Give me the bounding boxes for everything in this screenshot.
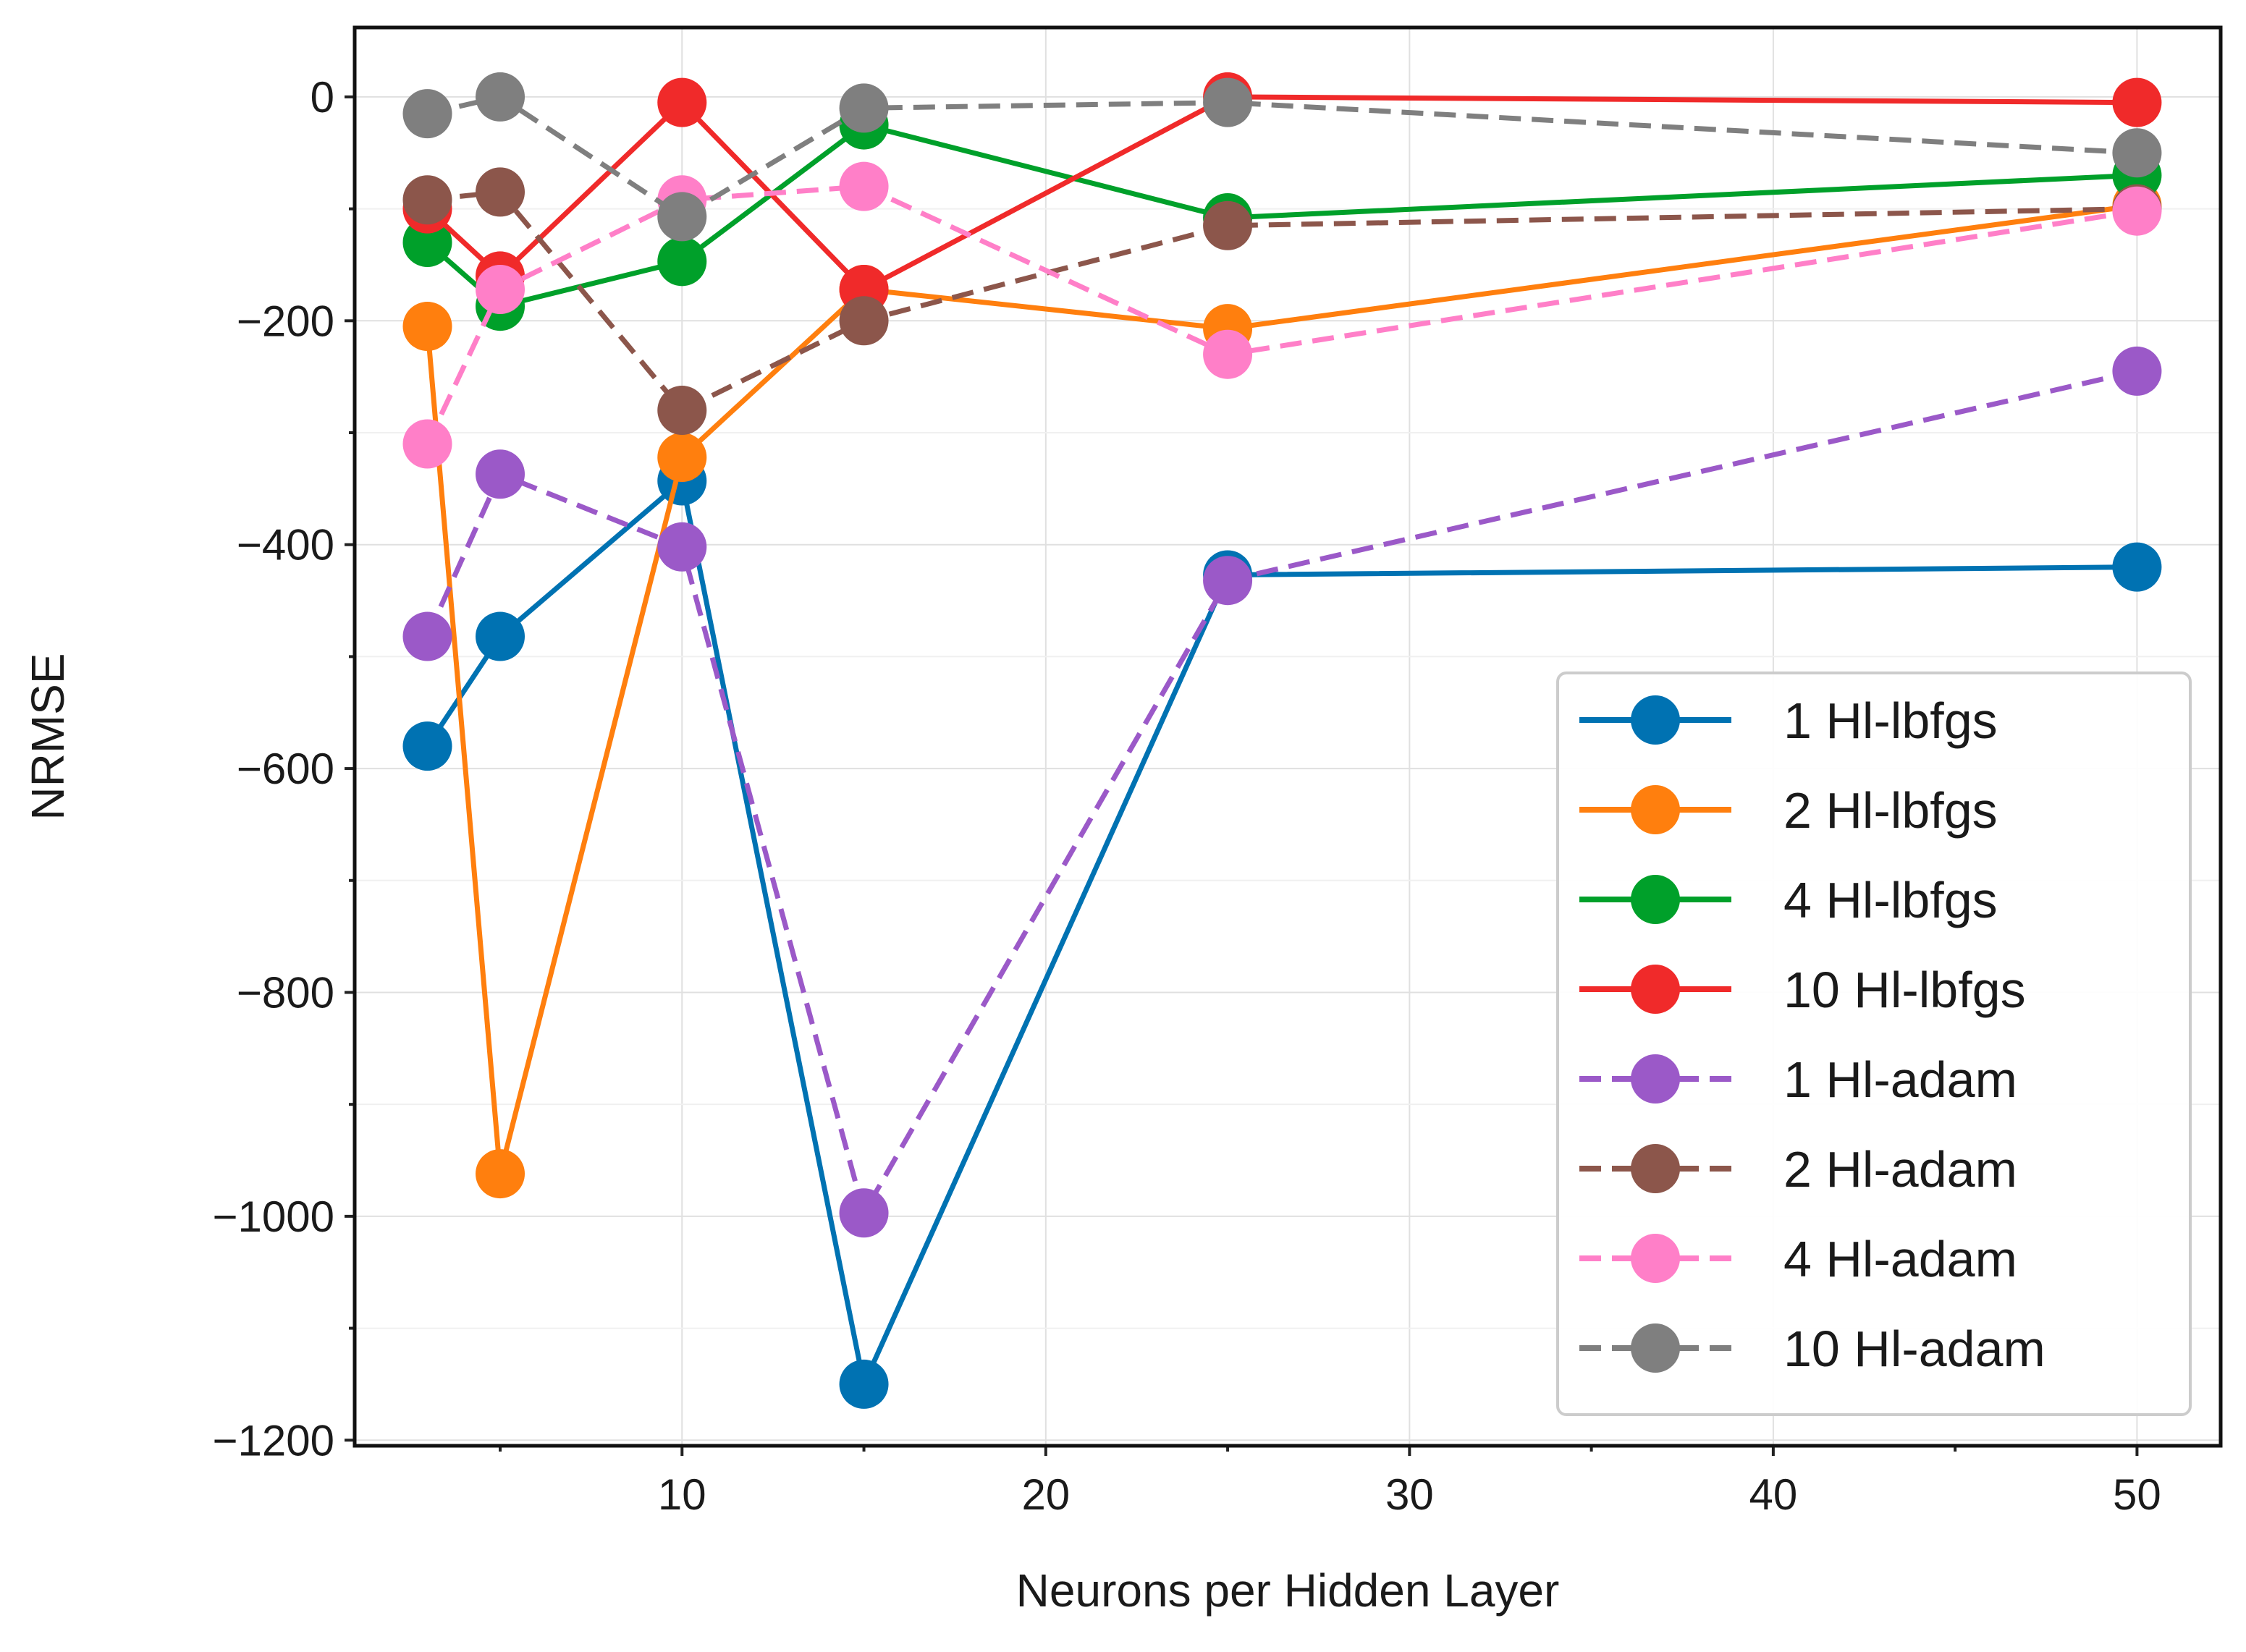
data-point xyxy=(839,161,889,211)
data-point xyxy=(476,611,525,661)
data-point xyxy=(839,296,889,346)
data-point xyxy=(476,1149,525,1199)
series-2-hl-adam xyxy=(402,167,2162,436)
data-point xyxy=(657,522,707,572)
legend-entry: 4 Hl-adam xyxy=(1579,1231,2017,1287)
data-point xyxy=(2112,542,2162,592)
legend-entry: 10 Hl-lbfgs xyxy=(1579,962,2026,1018)
data-point xyxy=(402,419,452,469)
data-point xyxy=(476,264,525,314)
legend-marker xyxy=(1631,1144,1680,1193)
series-line xyxy=(425,368,2138,1216)
series-line xyxy=(425,184,2137,445)
legend-marker xyxy=(1631,965,1680,1014)
y-tick-label: 0 xyxy=(311,73,334,122)
data-point xyxy=(476,72,525,122)
data-point xyxy=(402,721,452,771)
legend-entry: 4 Hl-lbfgs xyxy=(1579,872,1998,928)
x-tick-label: 10 xyxy=(658,1470,706,1519)
legend-marker xyxy=(1631,1054,1680,1104)
legend-entry: 10 Hl-adam xyxy=(1579,1321,2046,1377)
data-point xyxy=(402,175,452,225)
legend-entry: 1 Hl-adam xyxy=(1579,1051,2017,1108)
data-point xyxy=(1203,329,1253,379)
data-point xyxy=(1203,200,1253,250)
legend-label: 1 Hl-lbfgs xyxy=(1783,692,1998,749)
data-point xyxy=(2112,77,2162,127)
legend-entry: 2 Hl-adam xyxy=(1579,1141,2017,1198)
legend-marker xyxy=(1631,1234,1680,1283)
x-tick-label: 20 xyxy=(1021,1470,1070,1519)
series-line xyxy=(426,94,2137,219)
x-axis-label: Neurons per Hidden Layer xyxy=(1016,1564,1560,1617)
legend-label: 2 Hl-adam xyxy=(1783,1141,2017,1198)
series-1-hl-adam xyxy=(402,346,2162,1238)
plot-frame xyxy=(352,25,2223,1448)
data-point xyxy=(2112,128,2162,178)
series-line xyxy=(427,189,2137,413)
data-point xyxy=(657,192,707,242)
legend-entry: 2 Hl-lbfgs xyxy=(1579,782,1998,839)
data-point xyxy=(2112,346,2162,396)
data-point xyxy=(402,611,452,661)
legend-marker xyxy=(1631,1323,1680,1373)
legend-box xyxy=(1556,672,2192,1416)
data-point xyxy=(476,167,525,217)
legend-label: 2 Hl-lbfgs xyxy=(1783,782,1998,839)
legend-entry: 1 Hl-lbfgs xyxy=(1579,692,1998,749)
legend-marker xyxy=(1631,695,1680,745)
data-point xyxy=(839,1359,889,1409)
data-point xyxy=(657,77,707,127)
y-tick-label: −800 xyxy=(237,968,334,1017)
y-tick-label: −1000 xyxy=(212,1193,334,1241)
data-point xyxy=(657,237,707,287)
y-tick-label: −400 xyxy=(237,521,334,569)
legend-marker xyxy=(1631,785,1680,834)
y-axis-label: NRMSE xyxy=(22,653,74,820)
data-point xyxy=(657,386,707,436)
data-point xyxy=(1203,77,1253,127)
data-point xyxy=(402,302,452,352)
data-point xyxy=(402,89,452,139)
series-10-hl-adam xyxy=(402,72,2162,242)
axis-ticks: 10 20 30 40 50 0 −200 −400 −600 −800 −1000 −1200 xyxy=(212,73,2161,1519)
x-tick-label: 50 xyxy=(2113,1470,2161,1519)
x-tick-label: 40 xyxy=(1749,1470,1798,1519)
y-tick-label: −200 xyxy=(237,297,334,345)
data-point xyxy=(2112,186,2162,236)
data-point xyxy=(476,449,525,499)
x-tick-label: 30 xyxy=(1385,1470,1434,1519)
data-point xyxy=(1203,556,1253,606)
legend-label: 1 Hl-adam xyxy=(1783,1051,2017,1108)
series-lines xyxy=(402,72,2162,1409)
legend-marker xyxy=(1631,875,1680,924)
legend-label: 10 Hl-lbfgs xyxy=(1783,962,2026,1018)
legend-label: 4 Hl-adam xyxy=(1783,1231,2017,1287)
data-point xyxy=(839,1188,889,1238)
data-point xyxy=(839,83,889,133)
series-line xyxy=(425,203,2137,1177)
legend-label: 4 Hl-lbfgs xyxy=(1783,872,1998,928)
legend-label: 10 Hl-adam xyxy=(1783,1321,2046,1377)
legend: 1 Hl-lbfgs 2 Hl-lbfgs 4 Hl-lbfgs 10 Hl-lbfg… xyxy=(1556,672,2192,1416)
y-tick-label: −1200 xyxy=(212,1416,334,1465)
y-tick-label: −600 xyxy=(237,745,334,793)
series-4-hl-adam xyxy=(402,161,2162,469)
data-point xyxy=(657,433,707,483)
